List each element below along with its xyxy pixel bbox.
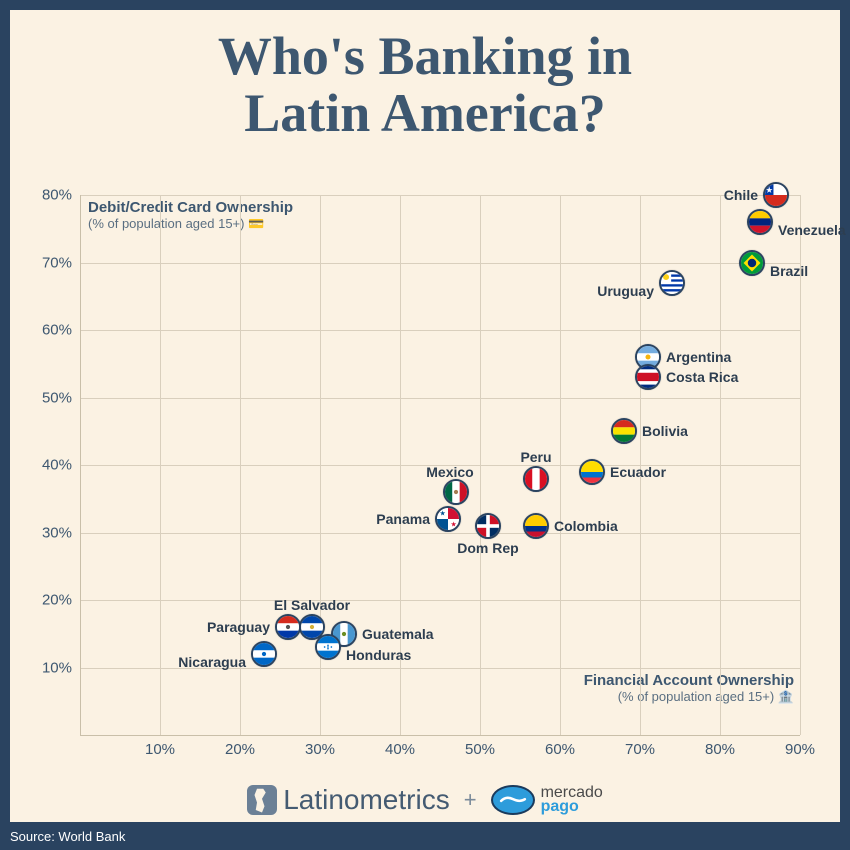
y-axis-title: Debit/Credit Card Ownership (% of popula… xyxy=(88,199,293,232)
marker-dom-rep xyxy=(475,513,501,539)
label-costa-rica: Costa Rica xyxy=(666,369,738,385)
x-tick: 50% xyxy=(465,735,495,758)
card: Who's Banking in Latin America? Debit/Cr… xyxy=(10,10,840,822)
handshake-icon xyxy=(491,785,535,815)
label-nicaragua: Nicaragua xyxy=(178,654,246,670)
marker-venezuela xyxy=(747,209,773,235)
svg-text:★: ★ xyxy=(450,521,456,529)
x-tick: 40% xyxy=(385,735,415,758)
y-tick: 80% xyxy=(42,187,80,204)
y-tick: 60% xyxy=(42,322,80,339)
marker-brazil xyxy=(739,250,765,276)
label-brazil: Brazil xyxy=(770,263,808,279)
scatter-chart: Debit/Credit Card Ownership (% of popula… xyxy=(80,195,800,735)
label-uruguay: Uruguay xyxy=(597,283,654,299)
marker-mexico xyxy=(443,479,469,505)
label-bolivia: Bolivia xyxy=(642,423,688,439)
x-tick: 20% xyxy=(225,735,255,758)
y-tick: 20% xyxy=(42,592,80,609)
grid-h xyxy=(80,600,800,601)
marker-colombia xyxy=(523,513,549,539)
x-axis-title: Financial Account Ownership (% of popula… xyxy=(584,672,794,705)
latinometrics-icon xyxy=(247,785,277,815)
footer: Latinometrics + mercado pago xyxy=(10,784,840,816)
label-peru: Peru xyxy=(520,449,551,465)
label-chile: Chile xyxy=(724,187,758,203)
svg-text:★: ★ xyxy=(439,510,445,518)
label-paraguay: Paraguay xyxy=(207,619,270,635)
y-tick: 50% xyxy=(42,389,80,406)
y-tick: 10% xyxy=(42,659,80,676)
label-guatemala: Guatemala xyxy=(362,626,434,642)
plus-separator: + xyxy=(464,787,477,813)
y-tick: 40% xyxy=(42,457,80,474)
x-tick: 80% xyxy=(705,735,735,758)
marker-peru xyxy=(523,466,549,492)
label-el-salvador: El Salvador xyxy=(274,597,350,613)
marker-honduras xyxy=(315,634,341,660)
marker-paraguay xyxy=(275,614,301,640)
grid-h xyxy=(80,195,800,196)
marker-nicaragua xyxy=(251,641,277,667)
title-line-2: Latin America? xyxy=(10,85,840,142)
grid-h xyxy=(80,263,800,264)
label-colombia: Colombia xyxy=(554,518,618,534)
y-tick: 30% xyxy=(42,524,80,541)
source-text: Source: World Bank xyxy=(10,829,125,844)
marker-costa-rica xyxy=(635,364,661,390)
grid-h xyxy=(80,398,800,399)
marker-panama: ★★ xyxy=(435,506,461,532)
grid-h xyxy=(80,533,800,534)
label-honduras: Honduras xyxy=(346,647,411,663)
label-mexico: Mexico xyxy=(426,464,473,480)
label-panama: Panama xyxy=(376,511,430,527)
x-tick: 90% xyxy=(785,735,815,758)
marker-ecuador xyxy=(579,459,605,485)
page-title: Who's Banking in Latin America? xyxy=(10,10,840,141)
x-tick: 30% xyxy=(305,735,335,758)
title-line-1: Who's Banking in xyxy=(10,28,840,85)
latinometrics-logo: Latinometrics xyxy=(247,784,450,816)
label-ecuador: Ecuador xyxy=(610,464,666,480)
label-venezuela: Venezuela xyxy=(778,222,846,238)
mercadopago-logo: mercado pago xyxy=(491,785,603,815)
x-tick: 70% xyxy=(625,735,655,758)
marker-chile xyxy=(763,182,789,208)
x-tick: 60% xyxy=(545,735,575,758)
marker-uruguay xyxy=(659,270,685,296)
x-tick: 10% xyxy=(145,735,175,758)
grid-h xyxy=(80,330,800,331)
marker-bolivia xyxy=(611,418,637,444)
label-dom-rep: Dom Rep xyxy=(457,540,518,556)
label-argentina: Argentina xyxy=(666,349,731,365)
y-tick: 70% xyxy=(42,254,80,271)
